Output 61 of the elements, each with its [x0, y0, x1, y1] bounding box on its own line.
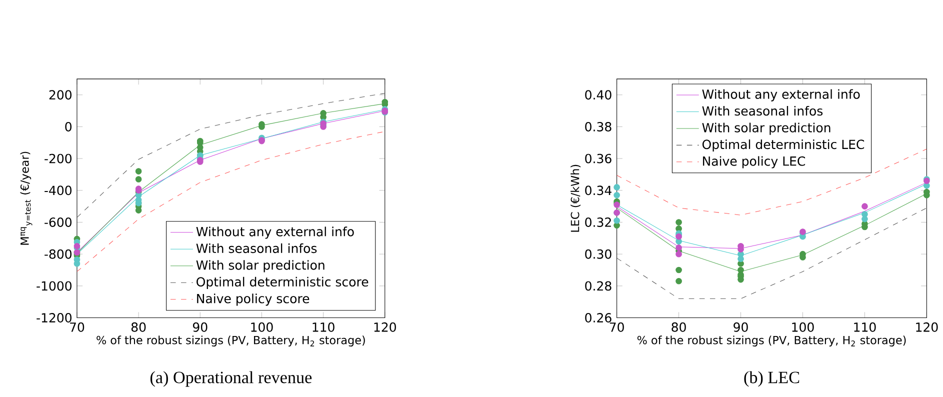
- y-tick-label: 0.34: [585, 186, 612, 196]
- x-tick-label: 110: [854, 322, 876, 332]
- legend-label: Optimal deterministic score: [196, 277, 368, 290]
- point: [738, 256, 744, 262]
- y-tick-label: -1200: [36, 313, 72, 323]
- point: [676, 266, 682, 274]
- legend-label: Naive policy score: [197, 294, 310, 306]
- y-tick-label: 0.30: [585, 249, 612, 259]
- point: [862, 203, 868, 210]
- point: [676, 251, 682, 258]
- legend-label: Optimal deterministic LEC: [702, 140, 864, 152]
- x-tick-label: 90: [734, 322, 748, 332]
- text: (b) LEC: [744, 371, 800, 387]
- y-tick-label: -400: [44, 186, 72, 196]
- y-tick-label: -1000: [36, 281, 72, 291]
- point: [135, 168, 142, 175]
- point: [135, 176, 142, 183]
- legend-label: Without any external info: [702, 89, 860, 102]
- point: [862, 216, 868, 222]
- x-tick-label: 70: [70, 322, 84, 332]
- x-tick-label: 80: [131, 322, 146, 332]
- legend-label: With solar prediction: [196, 260, 324, 272]
- point: [614, 218, 620, 224]
- x-tick-label: 120: [374, 322, 396, 332]
- x-tick-label: 100: [792, 322, 814, 332]
- x-tick-label: 80: [672, 322, 686, 332]
- y-tick-label: 0.36: [585, 154, 612, 164]
- x-tick-label: 90: [192, 322, 208, 332]
- x-tick-label: 110: [312, 322, 334, 332]
- y-tick-label: 0.38: [585, 122, 612, 132]
- point: [614, 184, 620, 191]
- point: [614, 192, 620, 198]
- y-tick-label: 0.28: [585, 281, 612, 291]
- legend-label: With solar prediction: [702, 122, 830, 135]
- y-tick-label: 0.40: [585, 90, 612, 100]
- y-tick-label: 0: [65, 122, 72, 132]
- y-tick-label: 0.32: [585, 218, 611, 228]
- point: [676, 244, 682, 252]
- x-axis-title: % of the robust sizings (PV, Battery, H$_{2}$ storage): [637, 336, 906, 347]
- point: [135, 207, 142, 214]
- y-tick-label: 0.26: [585, 313, 612, 323]
- legend-label: Without any external info: [196, 226, 354, 239]
- y-axis-title: M$^{πq}$$_{y=test}$ (€/year): [20, 152, 32, 245]
- y-tick-label: -200: [44, 154, 72, 164]
- y-axis-title: LEC (€/kWh): [570, 165, 581, 232]
- point: [74, 260, 80, 267]
- legend-label: Naive policy LEC: [702, 156, 806, 168]
- legend-label: With seasonal infos: [196, 244, 317, 254]
- point: [676, 278, 682, 284]
- x-tick-label: 70: [610, 322, 624, 332]
- x-tick-label: 120: [916, 322, 938, 332]
- line-series: [76, 93, 385, 218]
- text: (a) Operational revenue: [150, 371, 312, 387]
- point: [676, 219, 682, 226]
- x-tick-label: 100: [251, 322, 273, 332]
- y-tick-label: -600: [44, 218, 72, 228]
- y-tick-label: 200: [49, 90, 72, 100]
- y-tick-label: -800: [44, 249, 72, 259]
- line-series: [76, 131, 385, 272]
- legend-label: With seasonal infos: [702, 106, 823, 116]
- x-axis-title: % of the robust sizings (PV, Battery, H$_{2}$ storage): [96, 336, 365, 347]
